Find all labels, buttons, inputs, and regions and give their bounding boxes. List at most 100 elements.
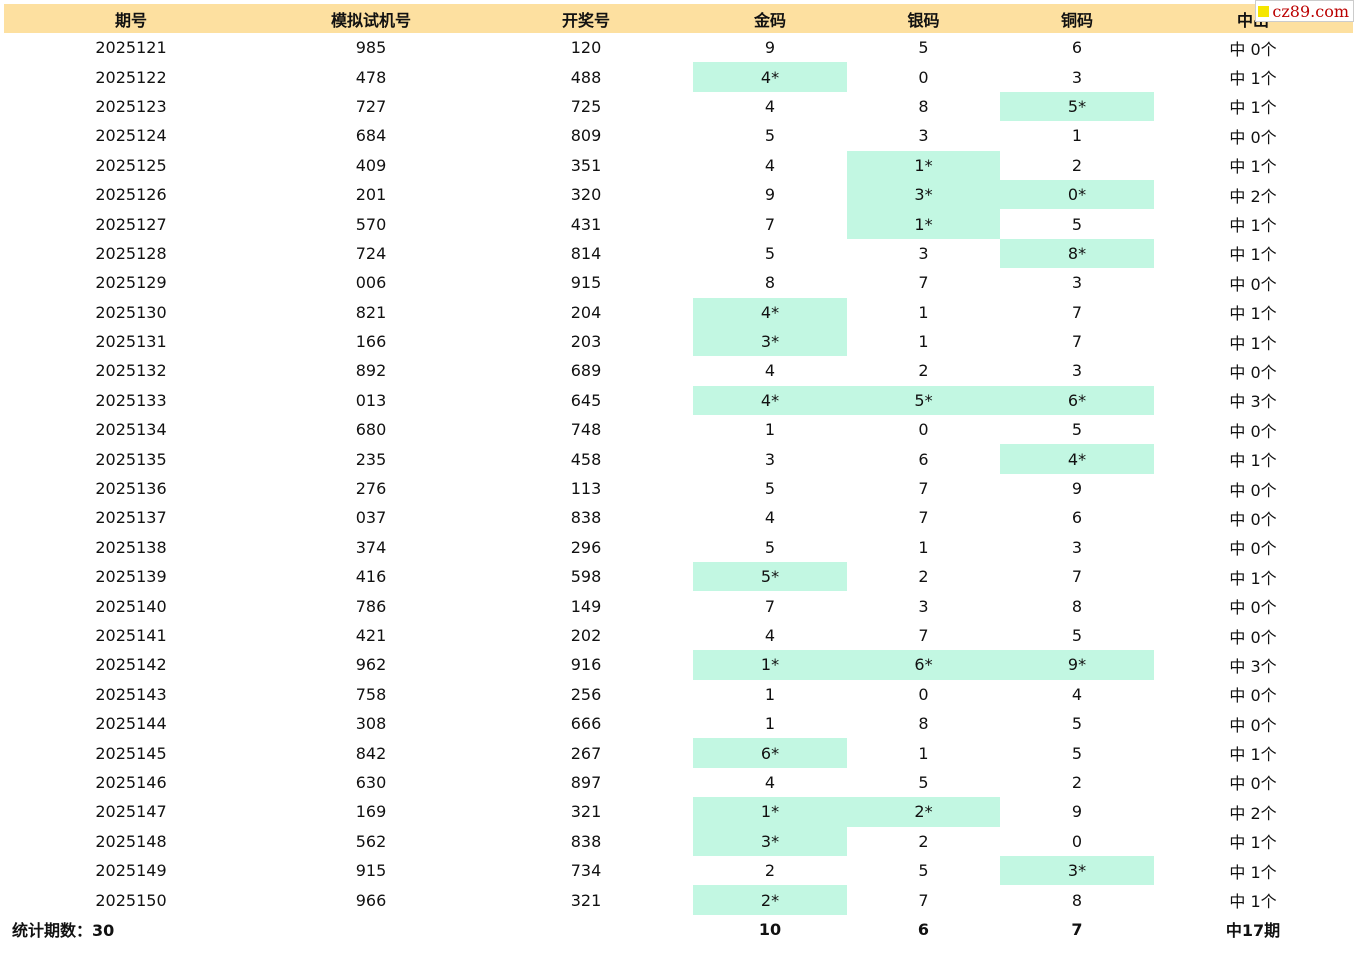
cell-sim-number: 724	[355, 243, 387, 263]
table-row: 2025150 966 321 2* 7 8 中 1个	[4, 885, 1353, 915]
cell-gold: 1	[764, 684, 776, 704]
cell-draw-number: 598	[570, 567, 602, 587]
cell-issue: 2025136	[95, 479, 167, 499]
cell-sim-number: 006	[355, 273, 387, 293]
cell-gold: 8	[764, 273, 776, 293]
cell-gold: 3*	[693, 326, 847, 357]
cell-hits: 中 0个	[1229, 686, 1277, 706]
cell-gold: 4	[764, 626, 776, 645]
cell-issue: 2025141	[95, 626, 167, 645]
cell-sim-number: 892	[355, 361, 387, 381]
cell-sim-number: 966	[355, 890, 387, 910]
cell-sim-number: 985	[355, 38, 387, 58]
cell-hits: 中 1个	[1229, 304, 1277, 324]
cell-copper: 7	[1071, 302, 1083, 322]
cell-hits: 中 0个	[1229, 274, 1277, 294]
cell-issue: 2025132	[95, 361, 167, 381]
cell-issue: 2025124	[95, 126, 167, 146]
cell-gold: 7	[764, 214, 776, 234]
cell-hits: 中 0个	[1229, 715, 1277, 735]
cell-copper: 3	[1071, 67, 1083, 87]
cell-copper: 3	[1071, 537, 1083, 557]
cell-copper: 9	[1071, 479, 1083, 499]
table-row: 2025125 409 351 4 1* 2 中 1个	[4, 150, 1353, 180]
cell-copper: 3*	[1000, 855, 1154, 886]
cell-issue: 2025127	[95, 214, 167, 234]
cell-hits: 中 1个	[1229, 745, 1277, 765]
cell-draw-number: 256	[570, 684, 602, 704]
cell-sim-number: 786	[355, 596, 387, 616]
cell-sim-number: 821	[355, 302, 387, 322]
cell-sim-number: 684	[355, 126, 387, 146]
cell-silver: 6*	[847, 650, 1000, 680]
cell-issue: 2025143	[95, 684, 167, 704]
cell-issue: 2025140	[95, 596, 167, 616]
cell-draw-number: 838	[570, 831, 602, 851]
cell-sim-number: 169	[355, 802, 387, 822]
footer-gold-total: 10	[758, 919, 782, 939]
cell-hits: 中 1个	[1229, 216, 1277, 236]
cell-issue: 2025121	[95, 38, 167, 58]
cell-gold: 4*	[693, 297, 847, 327]
cell-copper: 4*	[1000, 444, 1154, 474]
cell-copper: 6*	[1000, 385, 1154, 416]
footer-hits-total: 中17期	[1225, 921, 1281, 941]
cell-sim-number: 374	[355, 537, 387, 557]
cell-draw-number: 897	[570, 772, 602, 792]
cell-silver: 2*	[847, 797, 1000, 827]
cell-draw-number: 915	[570, 273, 602, 293]
cell-gold: 3*	[693, 826, 847, 856]
cell-copper: 8	[1071, 596, 1083, 616]
cell-draw-number: 838	[570, 508, 602, 528]
cell-issue: 2025126	[95, 185, 167, 205]
cell-draw-number: 689	[570, 361, 602, 381]
cell-issue: 2025144	[95, 714, 167, 734]
cell-issue: 2025147	[95, 802, 167, 822]
cell-gold: 7	[764, 596, 776, 616]
cell-gold: 5	[764, 537, 776, 557]
cell-copper: 3	[1071, 273, 1083, 293]
cell-issue: 2025139	[95, 567, 167, 587]
cell-sim-number: 962	[355, 655, 387, 675]
cell-silver: 2	[918, 567, 929, 587]
cell-issue: 2025134	[95, 420, 167, 440]
cell-issue: 2025133	[95, 390, 167, 410]
cell-gold: 4	[764, 361, 776, 381]
cell-hits: 中 2个	[1229, 803, 1277, 823]
cell-draw-number: 814	[570, 243, 602, 263]
table-row: 2025141 421 202 4 7 5 中 0个	[4, 621, 1353, 650]
cell-copper: 8*	[1000, 238, 1154, 269]
header-draw-number: 开奖号	[561, 10, 610, 30]
cell-hits: 中 1个	[1229, 245, 1277, 265]
table-row: 2025140 786 149 7 3 8 中 0个	[4, 591, 1353, 620]
cell-silver: 1	[918, 743, 929, 763]
cell-copper: 4	[1071, 684, 1083, 704]
cell-issue: 2025150	[95, 890, 167, 910]
cell-draw-number: 458	[570, 449, 602, 469]
cell-hits: 中 1个	[1229, 862, 1277, 882]
table-row: 2025135 235 458 3 6 4* 中 1个	[4, 444, 1353, 474]
cell-silver: 1	[918, 332, 929, 352]
cell-draw-number: 296	[570, 537, 602, 557]
cell-sim-number: 166	[355, 332, 387, 352]
cell-draw-number: 809	[570, 126, 602, 146]
cell-sim-number: 416	[355, 567, 387, 587]
cell-sim-number: 478	[355, 67, 387, 87]
table-row: 2025132 892 689 4 2 3 中 0个	[4, 356, 1353, 385]
cell-draw-number: 666	[570, 714, 602, 734]
cell-silver: 3	[918, 126, 929, 146]
cell-gold: 2*	[693, 885, 847, 915]
watermark-text: cz89.com	[1272, 1, 1349, 21]
cell-sim-number: 308	[355, 714, 387, 734]
cell-gold: 5	[764, 243, 776, 263]
cell-issue: 2025122	[95, 67, 167, 87]
table-row: 2025122 478 488 4* 0 3 中 1个	[4, 62, 1353, 92]
cell-sim-number: 680	[355, 420, 387, 440]
cell-issue: 2025148	[95, 831, 167, 851]
cell-sim-number: 421	[355, 626, 387, 645]
cell-copper: 7	[1071, 567, 1083, 587]
table-row: 2025129 006 915 8 7 3 中 0个	[4, 268, 1353, 297]
cell-gold: 5	[764, 479, 776, 499]
cell-silver: 3	[918, 596, 929, 616]
cell-silver: 0	[918, 684, 929, 704]
